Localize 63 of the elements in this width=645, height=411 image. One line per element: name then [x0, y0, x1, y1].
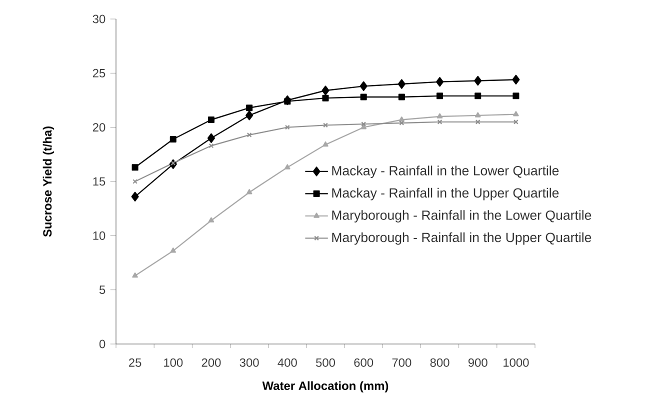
point	[361, 122, 366, 127]
point	[399, 120, 404, 126]
legend-label: Maryborough - Rainfall in the Lower Quartile	[332, 210, 592, 222]
x-tick-label: 800	[430, 358, 450, 367]
point	[322, 94, 329, 102]
point	[208, 116, 214, 124]
point	[170, 160, 176, 166]
y-tick-label: 15	[93, 177, 106, 186]
x-tick-label: 25	[129, 358, 142, 367]
point	[436, 113, 443, 118]
legend-label: Mackay - Rainfall in the Lower Quartile	[332, 166, 559, 178]
point	[246, 132, 252, 138]
point	[246, 189, 252, 194]
point	[132, 272, 138, 278]
point	[207, 133, 216, 144]
point	[132, 164, 138, 171]
x-axis-title: Water Allocation (mm)	[262, 381, 388, 392]
point	[360, 94, 367, 100]
point	[284, 124, 290, 130]
point	[398, 94, 405, 100]
point	[437, 119, 442, 124]
y-tick-label: 5	[99, 286, 106, 294]
point	[170, 136, 176, 143]
point	[131, 192, 139, 202]
point	[398, 79, 406, 89]
x-tick-label: 300	[240, 358, 259, 367]
x-tick-label: 600	[354, 358, 374, 367]
point	[208, 217, 214, 222]
y-axis-title: Sucrose Yield (t/ha)	[42, 126, 54, 237]
legend-label: Mackay - Rainfall in the Upper Quartile	[332, 188, 559, 200]
x-tick-label: 400	[278, 358, 297, 367]
point	[398, 116, 405, 122]
x-tick-label: 700	[392, 358, 412, 367]
point	[474, 112, 481, 118]
point	[436, 76, 444, 87]
point	[512, 92, 520, 100]
point	[474, 76, 482, 86]
point	[474, 92, 482, 100]
y-tick-label: 20	[92, 123, 106, 132]
x-tick-label: 900	[468, 358, 488, 367]
point	[322, 141, 328, 147]
point	[475, 119, 480, 124]
point	[322, 86, 330, 96]
y-tick-label: 10	[93, 231, 106, 240]
y-tick-label: 25	[92, 68, 106, 78]
point	[360, 81, 368, 92]
y-tick-label: 0	[99, 340, 106, 348]
point	[323, 122, 328, 128]
point	[436, 92, 444, 100]
legend-label: Maryborough - Rainfall in the Upper Quartile	[332, 232, 592, 245]
point	[208, 143, 214, 148]
point	[246, 110, 254, 120]
point	[284, 98, 291, 105]
point	[284, 164, 290, 170]
x-tick-label: 500	[316, 358, 336, 367]
x-tick-label: 1000	[504, 358, 529, 367]
x-tick-label: 200	[202, 358, 221, 367]
point	[170, 248, 176, 253]
point	[512, 74, 520, 85]
x-tick-label: 100	[164, 358, 183, 367]
point	[513, 111, 519, 116]
point	[246, 104, 253, 112]
y-tick-label: 30	[92, 14, 106, 24]
